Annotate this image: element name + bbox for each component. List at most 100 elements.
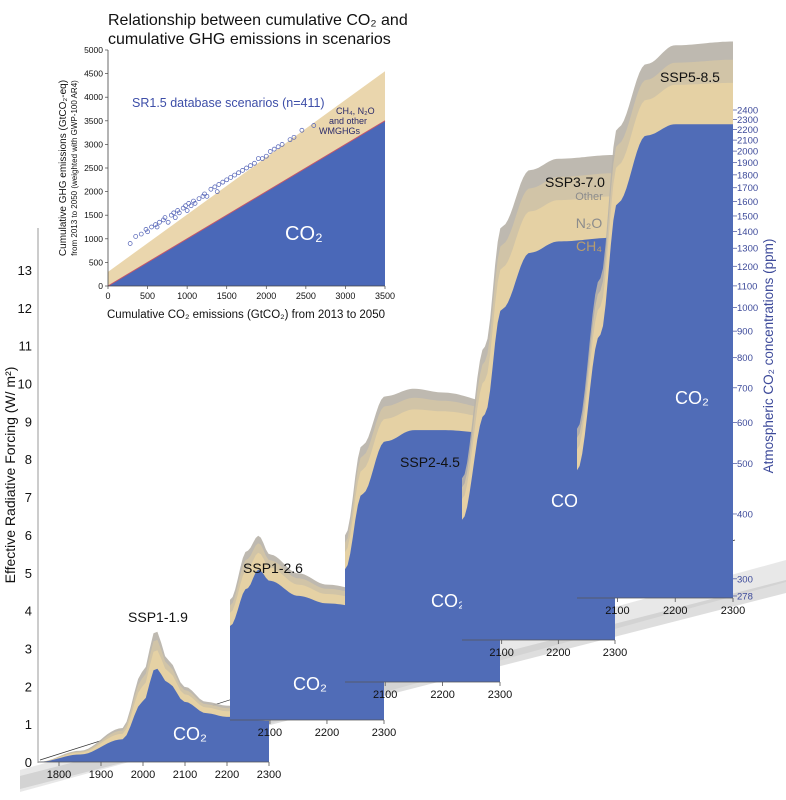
other-area-label: Other <box>575 191 603 203</box>
ch4-area-label: CH₄ <box>576 238 602 254</box>
right-axis-label: Atmospheric CO₂ concentrations (ppm) <box>761 239 776 474</box>
y-tick-label: 2 <box>25 679 32 694</box>
y-tick-label: 3 <box>25 641 32 656</box>
inset-other-label-3: WMGHGs <box>319 126 360 136</box>
inset-y-tick-label: 1000 <box>84 234 103 244</box>
inset-y-axis-label-2: from 2013 to 2050 (weighted with GWP-100… <box>70 80 79 256</box>
right-tick-label: 1800 <box>737 170 758 181</box>
right-tick-label: 2400 <box>737 106 758 117</box>
scenario-point <box>232 172 237 178</box>
inset-y-tick-label: 5000 <box>84 45 103 55</box>
x-tick-label: 1900 <box>89 769 113 781</box>
right-tick-label: 1100 <box>737 281 757 292</box>
y-tick-label: 8 <box>25 452 32 467</box>
n2o-area-label: N₂O <box>576 215 603 231</box>
right-tick-label: 500 <box>737 459 753 470</box>
right-tick-label: 900 <box>737 327 753 338</box>
right-tick-label: 1000 <box>737 303 758 314</box>
scenario-ssp5-8-5: SSP5-8.5 CO₂ 2100 2200 2300 <box>577 41 745 617</box>
scenario-point <box>196 196 202 202</box>
scenario-point <box>224 177 230 183</box>
inset-x-tick-label: 2000 <box>256 291 276 301</box>
x-tick-label: 2100 <box>373 689 397 701</box>
x-tick-label: 2200 <box>546 647 570 659</box>
scenario-point <box>216 182 222 187</box>
y-tick-label: 10 <box>18 377 32 392</box>
co2-area-label: CO₂ <box>431 591 465 611</box>
inset-title-line-2: cumulative GHG emissions in scenarios <box>108 31 391 48</box>
co2-layer <box>577 124 733 598</box>
scenario-point <box>228 175 234 180</box>
inset-other-label-2: and other <box>329 116 367 126</box>
x-tick-label: 2100 <box>605 605 629 617</box>
scenario-point <box>311 123 317 128</box>
inset-y-tick-label: 3500 <box>84 116 103 126</box>
inset-x-tick-label: 3500 <box>375 291 395 301</box>
y-axis-label: Effective Radiative Forcing (W/ m²) <box>2 367 18 584</box>
scenario-point <box>267 149 273 154</box>
inset-y-tick-label: 2500 <box>84 163 103 173</box>
x-tick-label: 2000 <box>131 769 155 781</box>
x-tick-label: 2300 <box>603 647 627 659</box>
inset-scenario-points <box>127 123 317 246</box>
inset-boundary-line <box>107 120 386 287</box>
x-tick-label: 2300 <box>721 605 745 617</box>
scenario-point <box>244 165 249 171</box>
inset-x-tick-label: 500 <box>140 291 155 301</box>
scenario-point <box>192 201 198 206</box>
inset-y-axis-label-1: Cumulative GHG emissions (GtCO₂-eq) <box>58 80 69 256</box>
scenario-label: SSP1-1.9 <box>128 609 188 625</box>
right-tick-label: 278 <box>737 592 753 603</box>
inset-x-tick-label: 2500 <box>296 291 316 301</box>
scenario-label: SSP5-8.5 <box>660 69 720 85</box>
scenario-point <box>145 229 150 235</box>
right-tick-label: 700 <box>737 383 753 394</box>
inset-y-tick-label: 2000 <box>84 187 103 197</box>
y-tick-label: 4 <box>25 604 32 619</box>
scenario-point <box>208 186 214 192</box>
scenario-point <box>162 215 168 220</box>
x-tick-label: 2200 <box>215 769 239 781</box>
inset-other-label-1: CH₄, N₂O <box>336 106 375 116</box>
right-tick-label: 300 <box>737 574 753 585</box>
right-tick-label: 2300 <box>737 115 758 126</box>
scenario-point <box>153 222 158 227</box>
scenario-point <box>214 189 220 194</box>
scenario-point <box>248 163 253 168</box>
co2-area-label: CO₂ <box>675 388 709 408</box>
inset-co2-label: CO₂ <box>285 223 323 245</box>
inset-chart: Relationship between cumulative CO₂ and … <box>58 12 408 321</box>
y-tick-label: 11 <box>19 339 33 354</box>
scenario-point <box>127 241 133 246</box>
scenario-point <box>171 210 177 216</box>
scenario-point <box>184 208 190 213</box>
scenario-point <box>175 208 180 213</box>
x-tick-label: 2200 <box>430 689 454 701</box>
scenario-ssp1-1-9: SSP1-1.9 CO₂ 1800 1900 2000 2100 2200 2300 <box>38 609 281 781</box>
scenario-point <box>236 170 241 176</box>
scenario-point <box>168 212 174 218</box>
y-tick-label: 13 <box>18 263 32 278</box>
co2-layer <box>345 430 500 682</box>
inset-x-tick-label: 0 <box>105 291 110 301</box>
scenario-point <box>204 193 210 199</box>
co2-area-label: CO₂ <box>173 724 207 744</box>
right-tick-label: 2200 <box>737 125 758 136</box>
co2-area-label: CO₂ <box>551 491 585 511</box>
scenario-point <box>149 224 154 230</box>
scenario-point <box>186 201 192 206</box>
scenario-point <box>180 205 186 211</box>
x-tick-label: 2100 <box>258 727 282 739</box>
scenario-point <box>299 127 305 133</box>
x-tick-label: 2100 <box>489 647 513 659</box>
scenario-point <box>240 168 245 173</box>
x-tick-label: 2100 <box>173 769 197 781</box>
scenario-point <box>188 203 194 209</box>
scenario-point <box>279 142 285 147</box>
inset-y-tick-label: 3000 <box>84 139 103 149</box>
inset-x-tick-labels: 0 500 1000 1500 2000 2500 3000 3500 <box>105 286 395 301</box>
scenario-label: SSP1-2.6 <box>243 560 303 576</box>
